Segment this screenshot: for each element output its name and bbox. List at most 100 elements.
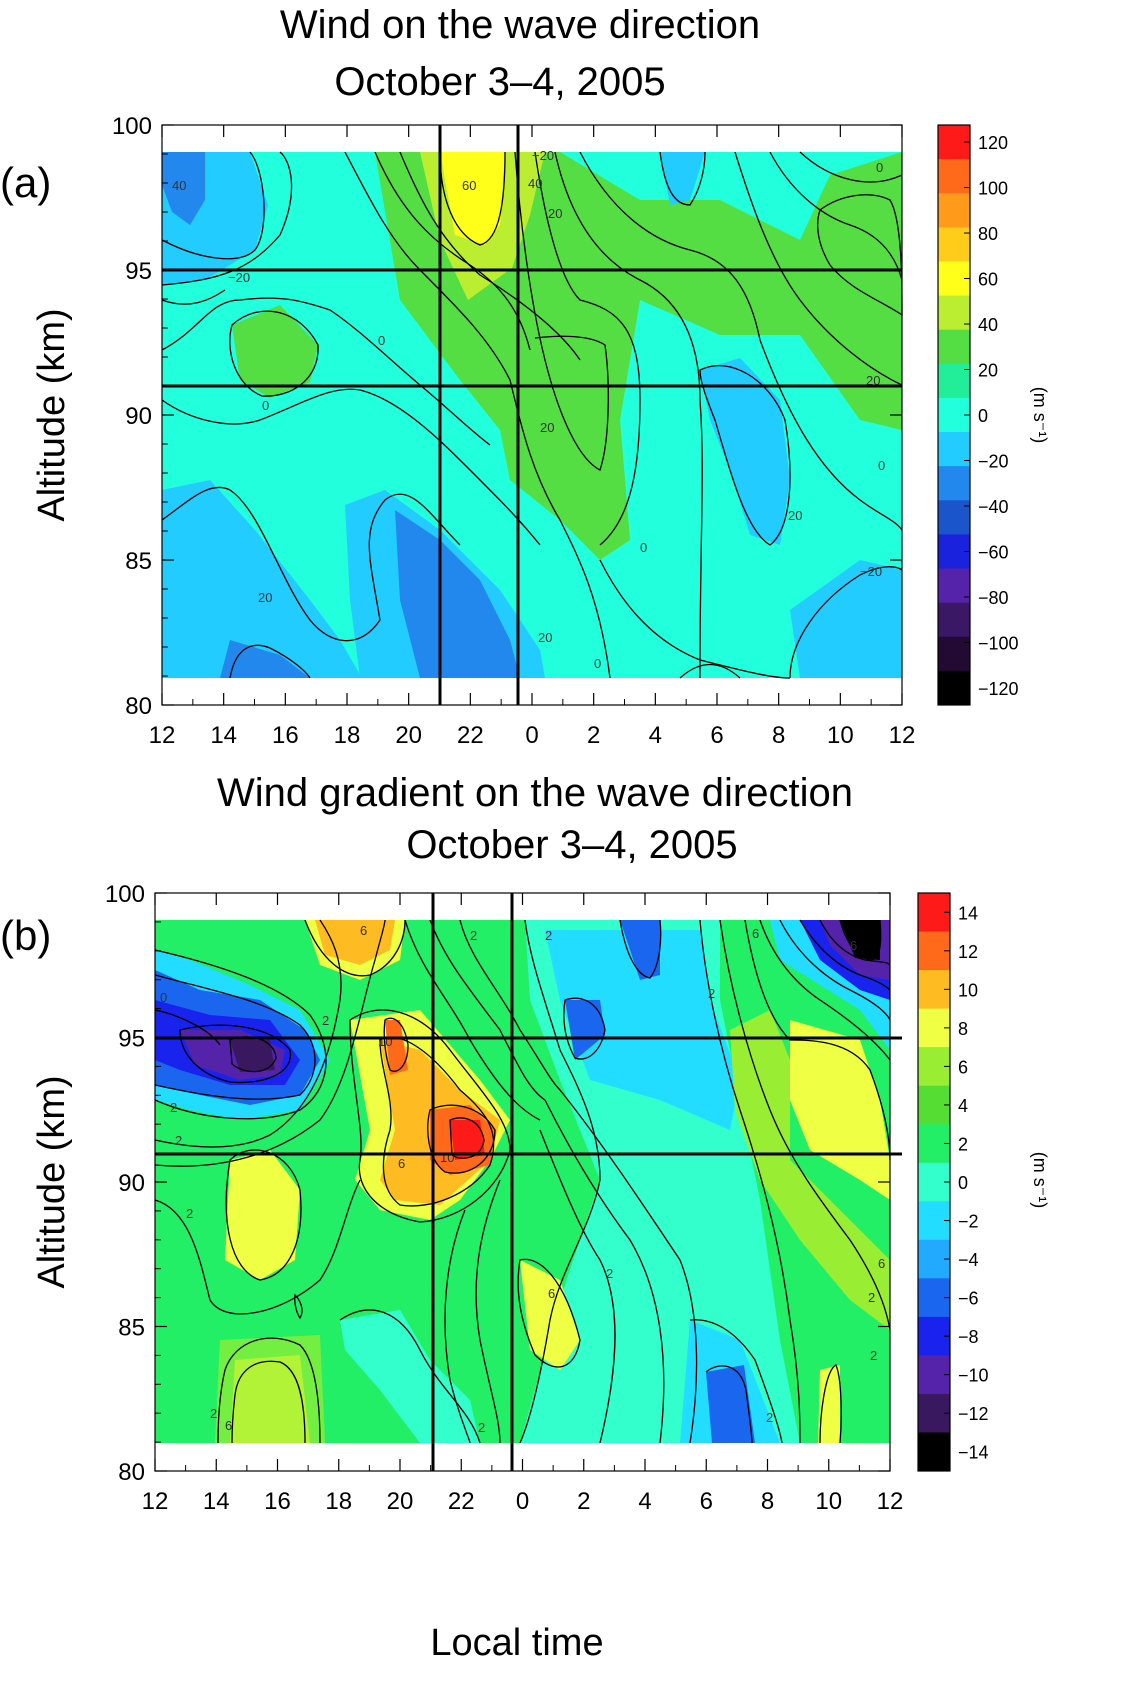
panel-a-y-tick-label: 95 (125, 258, 152, 285)
panel-b-contour-line (559, 1089, 698, 1444)
panel-a-region-pos40-center (520, 335, 605, 492)
panel-b-contour-line (339, 1309, 481, 1444)
panel-b-contour-line (154, 1179, 361, 1315)
panel-a-contour-line (229, 310, 319, 397)
panel-b-colorbar-tick-label: 4 (958, 1096, 968, 1116)
panel-b-contour-line (379, 1036, 495, 1207)
panel-a-contour-line (161, 289, 226, 305)
panel-b-colorbar-tick-label: 2 (958, 1134, 968, 1154)
panel-a-colorbar-swatch (938, 432, 970, 467)
panel-a-colorbar-tick-label: 100 (978, 179, 1008, 199)
panel-b-reference-lines (155, 893, 902, 1471)
panel-b-contour-label: 0 (160, 990, 167, 1005)
panel-a-contour-line (161, 388, 541, 546)
panel-b-region-pos4-bottom-left (215, 1335, 325, 1443)
panel-a-region-neg40-upper-left (162, 152, 205, 225)
panel-a-colorbar-swatch (938, 466, 970, 501)
panel-b-contour-label: 2 (708, 986, 715, 1001)
panel-b-x-tick-label: 6 (700, 1488, 713, 1515)
panel-b-colorbar-tick-label: −10 (958, 1366, 989, 1386)
panel-b-label: (b) (0, 912, 51, 959)
panel-a-colorbar-tick-label: 20 (978, 361, 998, 381)
panel-a-label: (a) (0, 159, 51, 206)
panel-a-contour-labels: 40 −20 0 60 40 20 0 20 0 20 0 20 0 20 20… (172, 148, 885, 671)
panel-b-contour-line (619, 919, 662, 979)
panel-b-contour-line (429, 919, 546, 1101)
panel-a-colorbar-tick-label: 0 (978, 406, 988, 426)
panel-a-region-pos20-mid-left (232, 305, 318, 398)
panel-b-title-line-1: Wind gradient on the wave direction (217, 771, 853, 815)
panel-a-x-tick-label: 20 (395, 722, 422, 749)
panel-a-x-tick-label: 6 (710, 722, 723, 749)
panel-b-x-tick-label: 10 (815, 1488, 842, 1515)
panel-b-colorbar-tick-label: −2 (958, 1212, 979, 1232)
panel-a-contour-line (344, 151, 611, 679)
panel-b-x-tick-label: 18 (325, 1488, 352, 1515)
panel-b-contour-label: 2 (478, 1420, 485, 1435)
panel-b-contour-line (231, 1360, 306, 1444)
panel-b-colorbar-label: (m s⁻¹) (1030, 1152, 1050, 1208)
panel-b-colorbar-tick-label: −8 (958, 1327, 979, 1347)
panel-b-contour-label: 6 (850, 938, 857, 953)
panel-b-contour-line (819, 1364, 842, 1444)
panel-a-contour-line (679, 664, 741, 679)
panel-a-contour-line (699, 365, 791, 546)
panel-a-colorbar-swatch (938, 295, 970, 331)
panel-a-contour-label: 20 (258, 590, 272, 605)
panel-b-region-neg4-right (545, 930, 740, 1130)
panel-b-contour-label: 2 (175, 1133, 182, 1148)
panel-b-contour-label: 6 (360, 923, 367, 938)
panel-b-contour-label: 6 (398, 1156, 405, 1171)
panel-b-region-neg6-top (620, 920, 660, 980)
panel-a-region-neg20-lower-right (790, 560, 902, 678)
panel-a-colorbar-tick-label: −60 (978, 542, 1009, 562)
panel-a-x-tick-label: 22 (457, 722, 484, 749)
panel-a-contour-label: 0 (594, 656, 601, 671)
panel-b-x-axis: 12 14 16 18 20 22 0 2 4 6 8 10 12 (142, 893, 904, 1515)
panel-a-x-tick-label: 12 (889, 722, 916, 749)
panel-a-contour-line (799, 151, 903, 183)
panel-a-x-axis: 12 14 16 18 20 22 0 2 4 6 8 10 12 (149, 125, 916, 749)
panel-b-colorbar-tick-label: 12 (958, 942, 978, 962)
panel-a-contour-line (599, 559, 791, 679)
panel-b-contour-line (699, 919, 801, 1444)
panel-b-x-tick-label: 14 (203, 1488, 230, 1515)
panel-a-contour-label: −20 (228, 270, 250, 285)
panel-a-region-pos60-top (440, 152, 505, 245)
panel-a-contour-line (161, 297, 491, 446)
panel-b-region-pos10-upper (385, 1020, 408, 1075)
panel-a-colorbar-swatch (938, 568, 970, 604)
panel-a-contour-label: 60 (462, 178, 476, 193)
panel-a-contour-line (769, 151, 903, 281)
panel-b-region-pos8-top (315, 920, 395, 965)
panel-a-colorbar-tick-label: −20 (978, 451, 1009, 471)
panel-a-colorbar-tick-label: 40 (978, 315, 998, 335)
panel-b-contour-label: 2 (322, 1013, 329, 1028)
panel-a-x-tick-label: 8 (772, 722, 785, 749)
panel-b-contour-line (427, 1104, 496, 1174)
panel-b-colorbar-tick-label: 6 (958, 1057, 968, 1077)
panel-b-title-line-2: October 3–4, 2005 (406, 823, 737, 867)
panel-a-region-neg40-lower-mid (395, 510, 520, 678)
panel-b-contour-line (475, 1179, 501, 1444)
panel-b-contour-label: 2 (606, 1266, 613, 1281)
panel-b-contour-line (449, 1117, 485, 1159)
panel-b-x-tick-label: 2 (577, 1488, 590, 1515)
panel-a-x-tick-label: 18 (334, 722, 361, 749)
panel-a-contour-label: 40 (172, 178, 186, 193)
panel-a-colorbar: 120 100 80 60 40 20 0 −20 −40 −60 −80 −100 −120 (937, 124, 1019, 706)
panel-a-title-line-2: October 3–4, 2005 (334, 60, 665, 104)
panel-a-contour-line (659, 151, 706, 206)
panel-a-contour-label: 40 (528, 176, 542, 191)
panel-a-colorbar-tick-label: 120 (978, 133, 1008, 153)
panel-a-colorbar-tick-label: −100 (978, 633, 1019, 653)
panel-b-contour-label: 6 (225, 1418, 232, 1433)
panel-b-contour-label: 2 (868, 1290, 875, 1305)
panel-a-region-neg40-bottom-left (220, 640, 310, 678)
panel-a-contour-label: 20 (866, 373, 880, 388)
panel-b-x-tick-label: 12 (877, 1488, 904, 1515)
panel-b-colorbar: 14 12 10 8 6 4 2 0 −2 −4 −6 −8 −10 −12 −14 (917, 892, 989, 1472)
panel-b-contours (154, 919, 891, 1444)
panel-b-x-tick-label: 16 (264, 1488, 291, 1515)
